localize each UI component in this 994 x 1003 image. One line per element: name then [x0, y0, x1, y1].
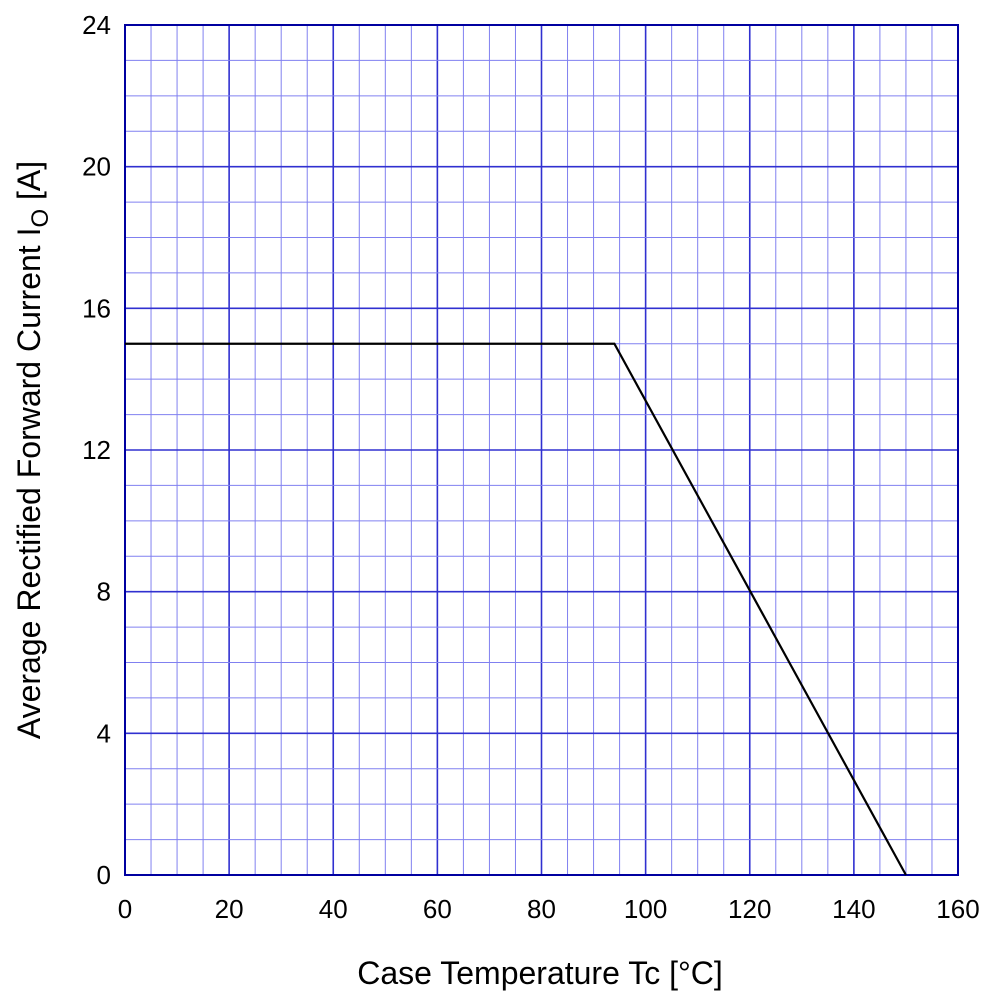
- x-axis-title: Case Temperature Tc [°C]: [357, 955, 723, 991]
- x-tick-label: 120: [728, 894, 771, 924]
- y-tick-label: 24: [82, 10, 111, 40]
- y-tick-label: 4: [97, 718, 111, 748]
- x-tick-label: 60: [423, 894, 452, 924]
- x-tick-label: 160: [936, 894, 979, 924]
- y-axis-title-main: Average Rectified Forward Current I: [11, 228, 47, 740]
- y-tick-labels: 0 4 8 12 16 20 24: [82, 10, 111, 890]
- y-axis-title: Average Rectified Forward Current IO [A]: [11, 161, 54, 739]
- y-tick-label: 16: [82, 293, 111, 323]
- y-axis-title-unit: [A]: [11, 161, 47, 209]
- x-tick-label: 20: [215, 894, 244, 924]
- x-tick-label: 80: [527, 894, 556, 924]
- x-tick-label: 140: [832, 894, 875, 924]
- y-tick-label: 0: [97, 860, 111, 890]
- x-tick-labels: 0 20 40 60 80 100 120 140 160: [118, 894, 980, 924]
- y-axis-title-subscript: O: [27, 209, 54, 228]
- y-tick-label: 8: [97, 577, 111, 607]
- x-tick-label: 100: [624, 894, 667, 924]
- plot-frame: [124, 24, 959, 876]
- x-tick-label: 0: [118, 894, 132, 924]
- series-line: [125, 342, 907, 876]
- grid: [125, 25, 958, 875]
- x-tick-label: 40: [319, 894, 348, 924]
- y-tick-label: 12: [82, 435, 111, 465]
- y-tick-label: 20: [82, 152, 111, 182]
- series-layer: [125, 342, 907, 876]
